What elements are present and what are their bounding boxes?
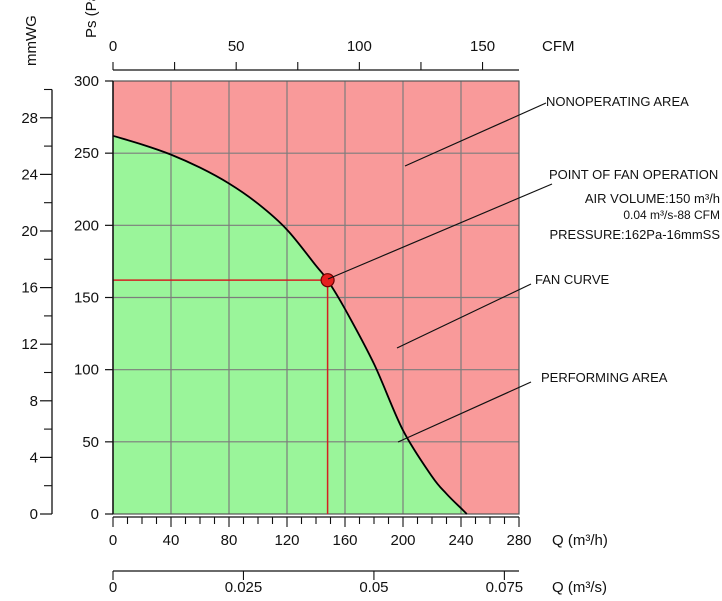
y-axis-label-ps: Ps (Pa)	[83, 0, 100, 38]
y-tick-label-ps: 250	[74, 145, 99, 162]
annotation-point: POINT OF FAN OPERATION	[549, 167, 718, 182]
annotation-airvol2: 0.04 m³/s-88 CFM	[623, 208, 720, 222]
annotation-leader	[327, 183, 553, 280]
y-tick-label-ps: 200	[74, 217, 99, 234]
x-tick-label-qm3s: 0.025	[225, 579, 263, 596]
fan-curve-layer	[112, 134, 468, 515]
annotation-pressure: PRESSURE:162Pa-16mmSS	[549, 227, 720, 242]
x-tick-label-qm3h: 40	[163, 532, 180, 549]
y-tick-label-ps: 300	[74, 73, 99, 90]
x-tick-label-cfm: 150	[470, 38, 495, 55]
x-tick-label-qm3s: 0.05	[359, 579, 388, 596]
y-tick-label-mmwg: 12	[21, 336, 38, 353]
annotation-leader	[404, 102, 547, 167]
y-tick-label-mmwg: 20	[21, 223, 38, 240]
y-axis-label-mmwg: mmWG	[23, 15, 40, 66]
annotation-airvol1: AIR VOLUME:150 m³/h	[585, 191, 720, 206]
y-tick-label-mmwg: 28	[21, 110, 38, 127]
annotations-layer: NONOPERATING AREA POINT OF FAN OPERATION A…	[327, 94, 720, 443]
x-tick-label-cfm: 50	[228, 38, 245, 55]
x-tick-label-qm3s: 0	[109, 579, 117, 596]
fan-curve-line	[112, 134, 468, 515]
y-tick-label-ps: 50	[82, 434, 99, 451]
y-tick-label-mmwg: 4	[30, 449, 38, 466]
x-tick-label-qm3h: 200	[390, 532, 415, 549]
x-tick-label-qm3h: 0	[109, 532, 117, 549]
annotation-leader	[397, 381, 532, 443]
x-tick-label-qm3h: 280	[506, 532, 531, 549]
x-tick-label-qm3s: 0.075	[486, 579, 524, 596]
performing-area	[113, 135, 467, 515]
x-tick-label-cfm: 100	[347, 38, 372, 55]
x-tick-label-qm3h: 240	[448, 532, 473, 549]
y-tick-label-ps: 100	[74, 362, 99, 379]
x-tick-label-qm3h: 80	[221, 532, 238, 549]
x-axis-label-cfm: CFM	[542, 38, 575, 55]
y-tick-label-ps: 0	[91, 506, 99, 523]
x-tick-label-cfm: 0	[109, 38, 117, 55]
x-axis-label-qm3h: Q (m³/h)	[552, 532, 608, 549]
annotation-leader	[396, 283, 532, 349]
annotation-fancurve: FAN CURVE	[535, 272, 609, 287]
operating-point-marker	[320, 273, 335, 288]
y-tick-label-mmwg: 16	[21, 280, 38, 297]
x-tick-label-qm3h: 160	[332, 532, 357, 549]
annotation-nonoperating: NONOPERATING AREA	[546, 94, 689, 109]
y-tick-label-mmwg: 8	[30, 393, 38, 410]
x-tick-label-qm3h: 120	[274, 532, 299, 549]
annotation-performing: PERFORMING AREA	[541, 370, 668, 385]
y-tick-label-mmwg: 24	[21, 166, 38, 183]
x-axis-label-qm3s: Q (m³/s)	[552, 579, 607, 596]
y-tick-label-mmwg: 0	[30, 506, 38, 523]
y-tick-label-ps: 150	[74, 290, 99, 307]
chart-grid	[112, 80, 520, 515]
